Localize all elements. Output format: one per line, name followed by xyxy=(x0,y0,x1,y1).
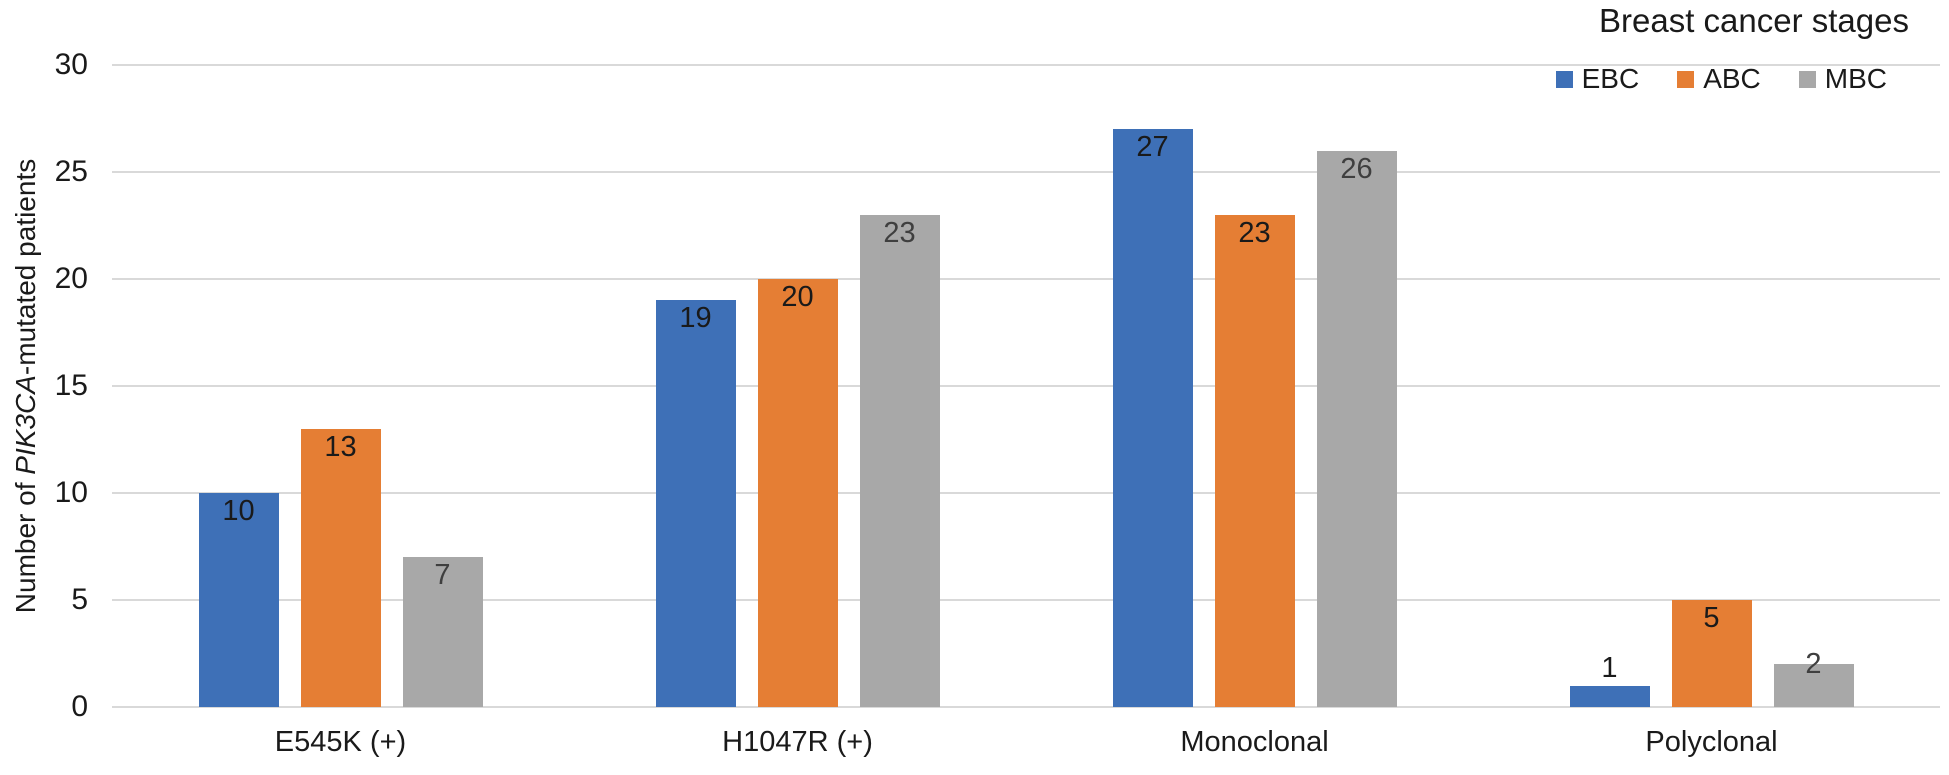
x-axis-baseline xyxy=(112,706,1940,708)
bar-value-label: 19 xyxy=(679,302,712,335)
y-axis-tick-label: 30 xyxy=(54,48,88,81)
ebc-bar: 10 xyxy=(198,493,279,707)
legend-label: EBC xyxy=(1581,63,1640,94)
ebc-bar: 1 xyxy=(1569,652,1650,707)
y-axis-tick-label: 25 xyxy=(54,155,88,188)
gridline xyxy=(112,171,1940,173)
legend-item-mbc: MBC xyxy=(1798,62,1887,96)
bar-value-label: 2 xyxy=(1805,648,1822,681)
mbc-bar: 23 xyxy=(859,214,940,707)
bar-value-label: 13 xyxy=(324,430,357,463)
mbc-bar: 2 xyxy=(1773,648,1854,707)
abc-bar: 20 xyxy=(757,279,838,707)
bar-value-label: 1 xyxy=(1601,651,1618,684)
y-axis-tick-label: 0 xyxy=(71,690,88,723)
gridline xyxy=(112,492,1940,494)
x-axis-category-label: Polyclonal xyxy=(1645,726,1778,758)
ebc-bar: 27 xyxy=(1112,129,1193,707)
x-axis-category-label: H1047R (+) xyxy=(722,726,873,758)
abc-bar: 13 xyxy=(300,428,381,707)
bar-value-label: 7 xyxy=(434,559,451,592)
x-axis-category-label: Monoclonal xyxy=(1180,726,1329,758)
y-axis-tick-label: 10 xyxy=(54,476,88,509)
legend-item-abc: ABC xyxy=(1677,62,1761,96)
bar-value-label: 5 xyxy=(1703,602,1720,634)
gridline xyxy=(112,64,1940,66)
y-axis-tick-label: 15 xyxy=(54,369,88,402)
y-axis-tick-label: 5 xyxy=(71,583,88,616)
legend: EBC ABC MBC xyxy=(1555,62,1887,96)
bar-value-label: 26 xyxy=(1340,152,1373,185)
abc-swatch-icon xyxy=(1677,70,1695,88)
ebc-swatch-icon xyxy=(1555,70,1573,88)
abc-bar: 23 xyxy=(1214,214,1295,707)
gridline xyxy=(112,385,1940,387)
abc-bar: 5 xyxy=(1671,600,1752,707)
ebc-bar: 19 xyxy=(655,300,736,707)
gridline xyxy=(112,278,1940,280)
bar-value-label: 23 xyxy=(1238,216,1271,249)
mbc-swatch-icon xyxy=(1798,70,1816,88)
legend-label: ABC xyxy=(1703,63,1761,94)
bar-value-label: 27 xyxy=(1136,131,1169,164)
bar-value-label: 10 xyxy=(222,495,255,527)
legend-label: MBC xyxy=(1824,63,1887,94)
bar-value-label: 20 xyxy=(781,281,814,313)
y-axis-tick-label: 20 xyxy=(54,262,88,295)
mbc-bar: 7 xyxy=(402,557,483,707)
gridline xyxy=(112,599,1940,601)
x-axis-category-label: E545K (+) xyxy=(274,726,407,758)
mbc-bar: 26 xyxy=(1316,150,1397,707)
bar-value-label: 23 xyxy=(883,216,916,249)
legend-title: Breast cancer stages xyxy=(1599,2,1909,39)
legend-item-ebc: EBC xyxy=(1555,62,1640,96)
